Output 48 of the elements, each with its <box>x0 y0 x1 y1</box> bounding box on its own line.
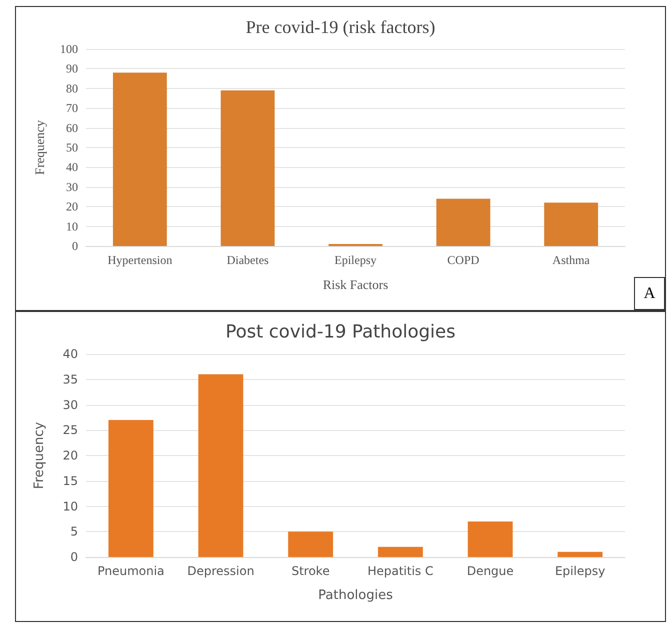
x-tick-label: Dengue <box>466 564 514 578</box>
bar <box>220 90 275 246</box>
y-tick-label: 0 <box>72 239 78 253</box>
bar <box>108 420 154 557</box>
bar <box>468 521 513 557</box>
bar <box>436 198 490 246</box>
chart-title: Post covid-19 Pathologies <box>226 322 456 342</box>
x-axis-title: Pathologies <box>318 588 394 603</box>
y-axis-title: Frequency <box>32 120 47 175</box>
y-axis-title: Frequency <box>32 422 47 490</box>
y-tick-label: 10 <box>66 219 78 234</box>
y-tick-label: 70 <box>66 101 78 116</box>
y-tick-label: 60 <box>66 120 78 135</box>
x-tick-label: Hepatitis C <box>367 564 434 578</box>
y-tick-label: 0 <box>70 550 78 564</box>
x-tick-label: Epilepsy <box>334 253 376 267</box>
bar <box>558 552 603 557</box>
y-tick-label: 10 <box>62 499 78 514</box>
y-tick-label: 35 <box>62 372 78 386</box>
y-tick-label: 40 <box>66 160 78 174</box>
y-tick-label: 30 <box>62 398 78 412</box>
chart-title: Pre covid-19 (risk factors) <box>246 17 436 37</box>
x-tick-label: Hypertension <box>108 253 172 267</box>
x-tick-label: Stroke <box>291 564 330 578</box>
y-tick-label: 5 <box>70 524 78 539</box>
y-tick-label: 50 <box>66 140 78 154</box>
bar <box>198 374 244 557</box>
y-tick-label: 90 <box>66 62 78 76</box>
y-tick-label: 30 <box>66 180 78 194</box>
y-tick-label: 25 <box>62 423 78 438</box>
x-tick-label: COPD <box>447 253 480 267</box>
x-tick-label: Epilepsy <box>554 564 606 578</box>
x-tick-label: Diabetes <box>226 253 270 267</box>
x-axis-title: Risk Factors <box>322 277 388 292</box>
y-tick-label: 100 <box>60 42 78 56</box>
y-tick-label: 15 <box>62 474 78 488</box>
y-tick-label: 40 <box>62 347 78 361</box>
bar <box>288 532 334 557</box>
bar <box>112 72 167 246</box>
y-tick-label: 20 <box>66 200 78 214</box>
y-tick-label: 80 <box>66 81 78 96</box>
x-tick-label: Asthma <box>552 253 590 267</box>
x-tick-label: Pneumonia <box>97 564 164 578</box>
text: A <box>644 285 656 302</box>
bar <box>544 202 598 246</box>
x-tick-label: Depression <box>187 564 254 578</box>
y-tick-label: 20 <box>62 448 78 462</box>
bar <box>378 546 423 557</box>
